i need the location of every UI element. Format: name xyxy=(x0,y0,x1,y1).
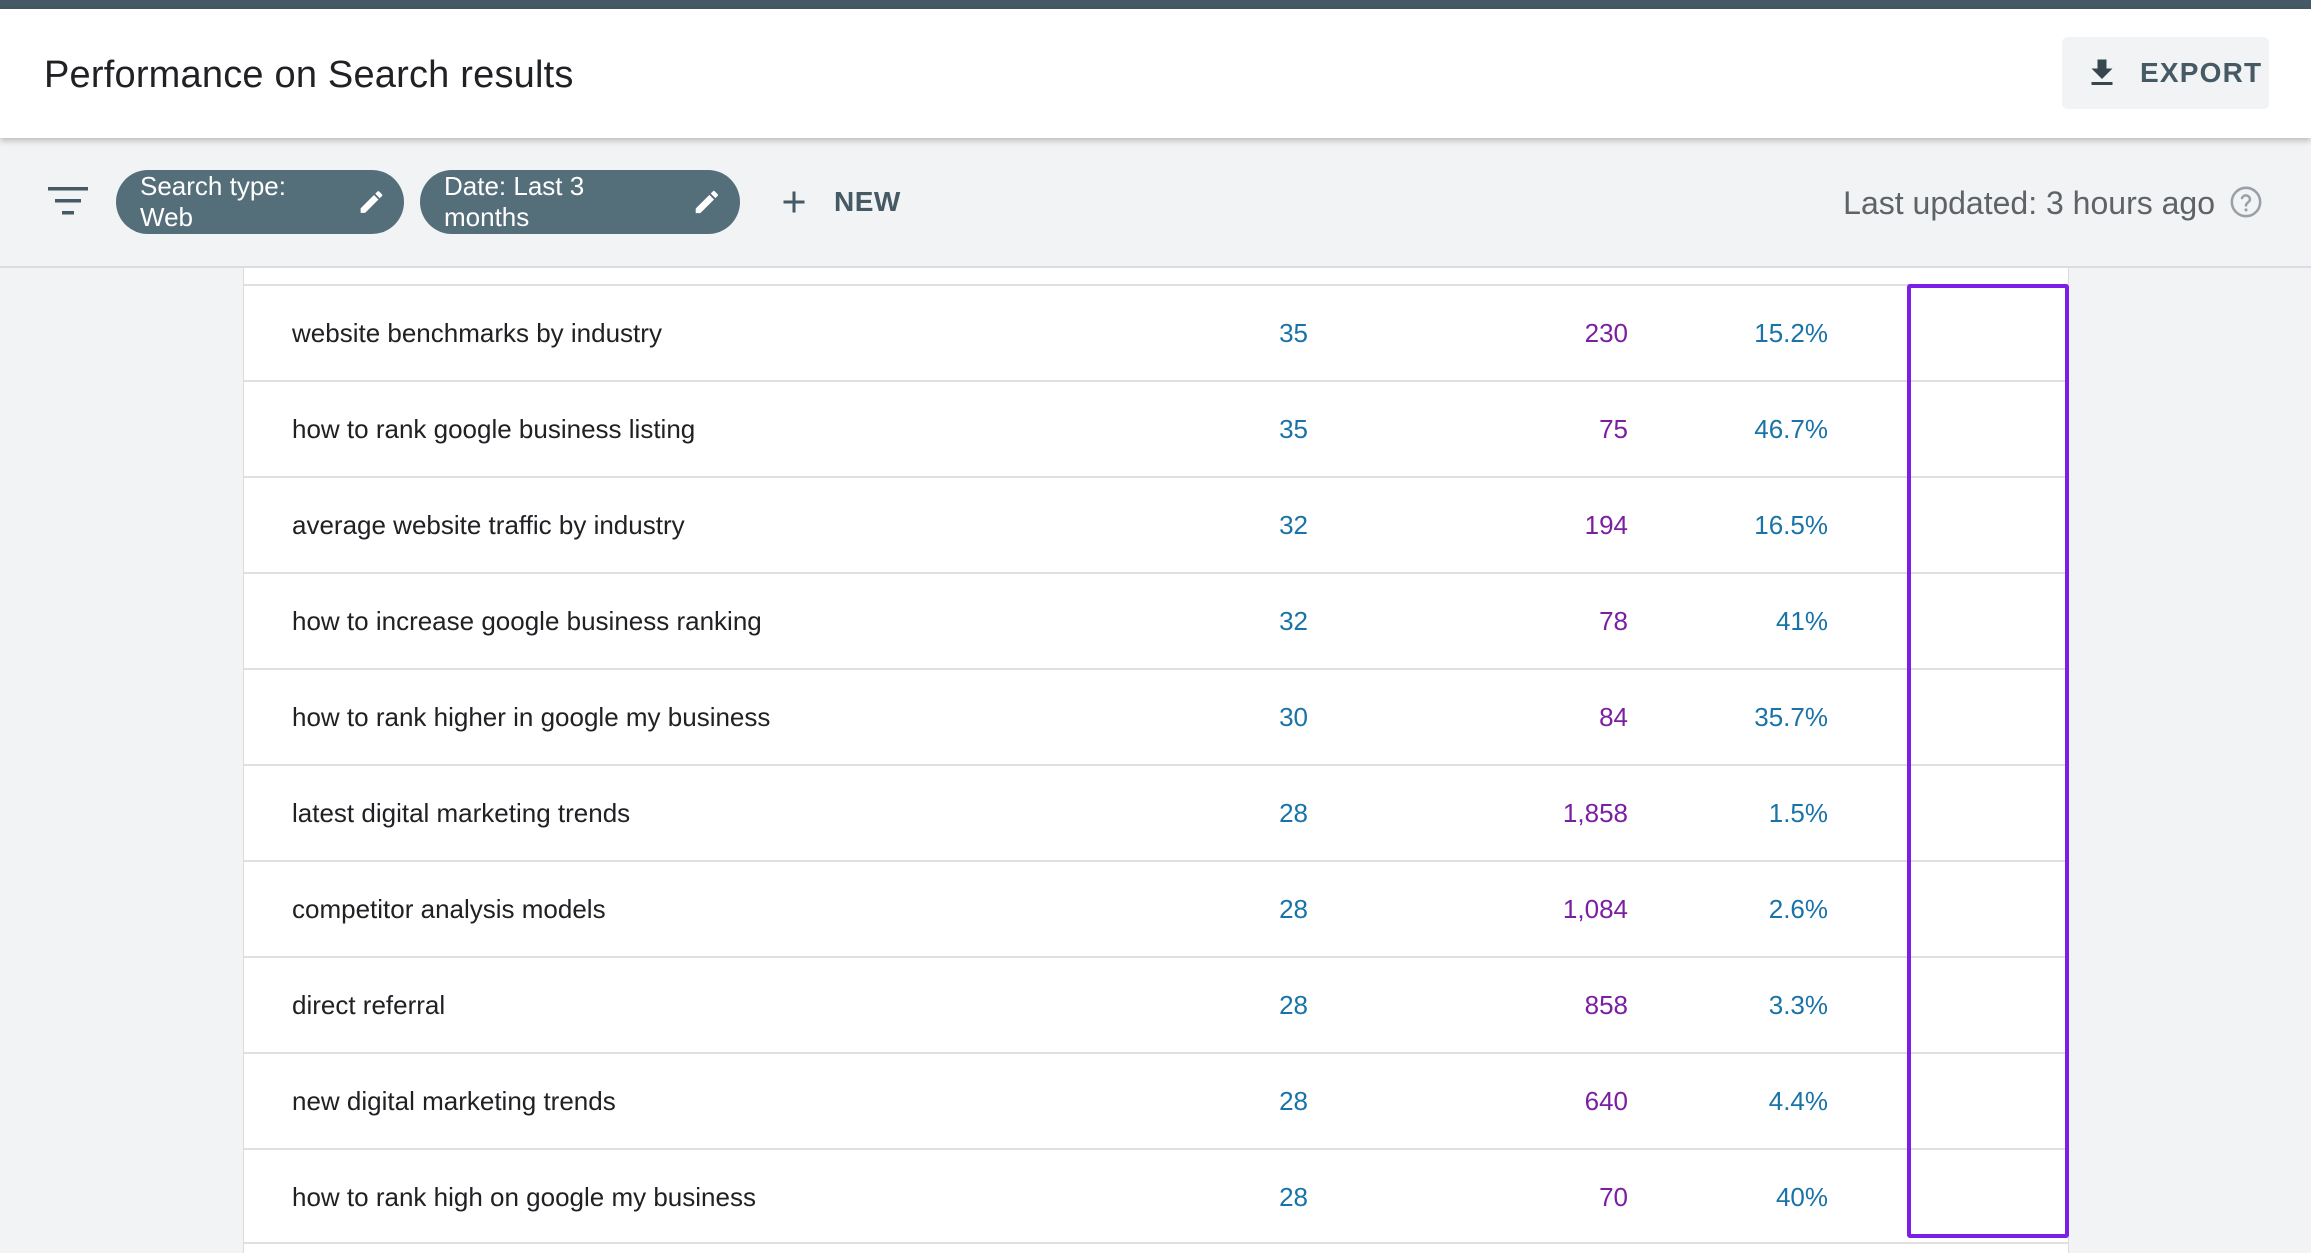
table-row[interactable]: latest digital marketing trends 28 1,858… xyxy=(244,764,2068,860)
query-cell: how to rank higher in google my business xyxy=(292,702,771,732)
impressions-cell: 78 xyxy=(1599,606,1628,636)
impressions-cell: 1,858 xyxy=(1562,798,1628,828)
ctr-cell: 40% xyxy=(1775,1182,1828,1212)
new-filter-button[interactable]: NEW xyxy=(776,170,901,234)
export-button[interactable]: EXPORT xyxy=(2062,37,2269,109)
table-row[interactable]: how to increase google business ranking … xyxy=(244,572,2068,668)
help-circle-icon[interactable] xyxy=(2229,185,2263,219)
query-cell: new digital marketing trends xyxy=(292,1086,616,1116)
ctr-cell: 4.4% xyxy=(1768,1086,1828,1116)
impressions-cell: 1,084 xyxy=(1562,894,1628,924)
download-icon xyxy=(2091,59,2113,85)
table-row[interactable]: how to rank google business listing 35 7… xyxy=(244,380,2068,476)
query-cell: how to rank google business listing xyxy=(292,414,696,444)
ctr-cell: 46.7% xyxy=(1754,414,1828,444)
page-header: Performance on Search results EXPORT xyxy=(0,9,2311,138)
last-updated-text: Last updated: 3 hours ago xyxy=(1843,185,2215,221)
impressions-cell: 194 xyxy=(1584,510,1628,540)
ctr-cell: 16.5% xyxy=(1754,510,1828,540)
table-row[interactable]: competitor analysis models 28 1,084 2.6% xyxy=(244,860,2068,956)
clicks-cell: 32 xyxy=(1279,510,1308,540)
clicks-cell: 35 xyxy=(1279,318,1308,348)
query-cell: average website traffic by industry xyxy=(292,510,685,540)
table-row[interactable]: how to rank higher in google my business… xyxy=(244,668,2068,764)
queries-table: website benchmarks by industry 35 230 15… xyxy=(243,268,2069,1253)
new-label: NEW xyxy=(834,186,901,217)
search-type-chip[interactable]: Search type: Web xyxy=(116,170,404,234)
clicks-cell: 35 xyxy=(1279,414,1308,444)
query-cell: how to increase google business ranking xyxy=(292,606,762,636)
chip-label: Search type: Web xyxy=(140,171,286,232)
ctr-cell: 35.7% xyxy=(1754,702,1828,732)
query-cell: competitor analysis models xyxy=(292,894,606,924)
plus-icon xyxy=(783,191,805,213)
chip-label: Date: Last 3 months xyxy=(444,171,585,232)
clicks-cell: 32 xyxy=(1279,606,1308,636)
ctr-cell: 41% xyxy=(1775,606,1828,636)
date-range-chip[interactable]: Date: Last 3 months xyxy=(420,170,740,234)
impressions-cell: 858 xyxy=(1584,990,1628,1020)
query-cell: website benchmarks by industry xyxy=(292,318,662,348)
query-cell: latest digital marketing trends xyxy=(292,798,631,828)
top-accent-bar xyxy=(0,0,2311,9)
table-row[interactable]: website benchmarks by industry 35 230 15… xyxy=(244,284,2068,380)
ctr-cell: 15.2% xyxy=(1754,318,1828,348)
table-row[interactable]: average website traffic by industry 32 1… xyxy=(244,476,2068,572)
export-label: EXPORT xyxy=(2140,57,2263,88)
impressions-cell: 640 xyxy=(1584,1086,1628,1116)
pencil-icon xyxy=(360,191,383,213)
clicks-cell: 28 xyxy=(1279,798,1308,828)
clicks-cell: 28 xyxy=(1279,1086,1308,1116)
impressions-cell: 70 xyxy=(1599,1182,1628,1212)
query-cell: how to rank high on google my business xyxy=(292,1182,756,1212)
query-cell: direct referral xyxy=(292,990,446,1020)
clicks-cell: 28 xyxy=(1279,990,1308,1020)
clicks-cell: 28 xyxy=(1279,1182,1308,1212)
ctr-cell: 3.3% xyxy=(1768,990,1828,1020)
impressions-cell: 75 xyxy=(1599,414,1628,444)
impressions-cell: 84 xyxy=(1599,702,1628,732)
filter-icon[interactable] xyxy=(48,186,88,216)
table-row[interactable]: how to rank high on google my business 2… xyxy=(244,1148,2068,1244)
clicks-cell: 30 xyxy=(1279,702,1308,732)
ctr-cell: 2.6% xyxy=(1768,894,1828,924)
table-row[interactable]: new digital marketing trends 28 640 4.4% xyxy=(244,1052,2068,1148)
page-title: Performance on Search results xyxy=(44,54,574,96)
clicks-cell: 28 xyxy=(1279,894,1308,924)
pencil-icon xyxy=(696,190,719,214)
ctr-cell: 1.5% xyxy=(1768,798,1828,828)
filter-bar: Search type: Web Date: Last 3 months NEW… xyxy=(0,138,2311,268)
impressions-cell: 230 xyxy=(1584,318,1628,348)
table-row[interactable]: direct referral 28 858 3.3% xyxy=(244,956,2068,1052)
